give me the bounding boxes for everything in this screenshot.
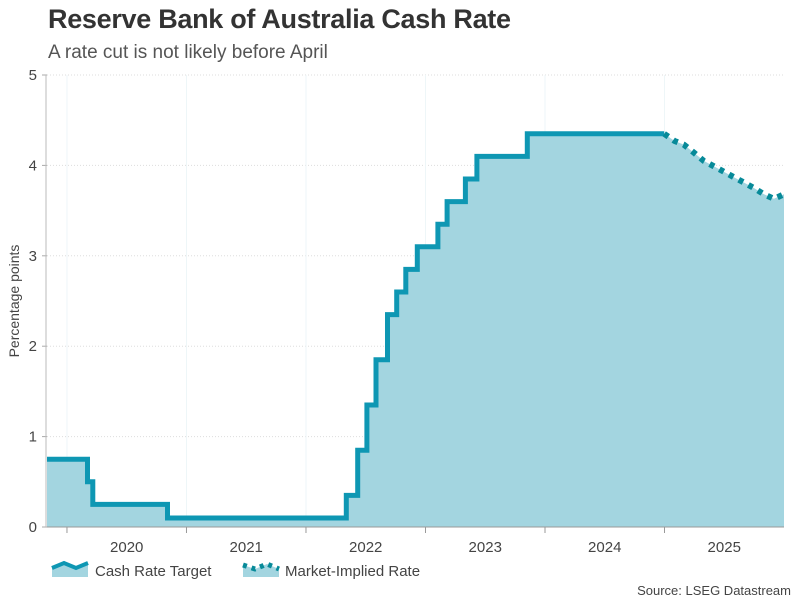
x-tick-label: 2022 <box>349 539 382 556</box>
y-tick-label: 2 <box>29 338 37 355</box>
legend-label: Market-Implied Rate <box>285 563 420 580</box>
y-tick-label: 5 <box>29 67 37 84</box>
axes: 0 1 2 3 4 5 2020 2021 2022 2023 2024 2025 <box>29 67 784 556</box>
y-tick-label: 4 <box>29 157 37 174</box>
y-axis-label: Percentage points <box>6 245 22 358</box>
y-tick-label: 0 <box>29 519 37 536</box>
legend-swatch-fill <box>52 563 88 577</box>
x-tick-label: 2025 <box>708 539 741 556</box>
series-line-market-implied-rate <box>662 131 786 203</box>
source-note: Source: LSEG Datastream <box>637 583 791 598</box>
y-tick-label: 3 <box>29 248 37 265</box>
chart-subtitle: A rate cut is not likely before April <box>48 42 328 63</box>
x-tick-label: 2021 <box>230 539 263 556</box>
legend-swatch-cash-rate-target <box>51 560 89 571</box>
legend-label: Cash Rate Target <box>95 563 212 580</box>
plot-area <box>47 131 786 528</box>
area-fill <box>47 133 784 528</box>
y-tick-label: 1 <box>29 429 37 446</box>
series-line-cash-rate-target <box>47 131 665 521</box>
x-tick-label: 2020 <box>110 539 143 556</box>
x-tick-label: 2024 <box>588 539 621 556</box>
chart-title: Reserve Bank of Australia Cash Rate <box>48 4 511 34</box>
x-tick-label: 2023 <box>469 539 502 556</box>
legend-swatch-market-implied-rate <box>242 561 280 572</box>
legend: Cash Rate Target Market-Implied Rate <box>51 560 420 580</box>
